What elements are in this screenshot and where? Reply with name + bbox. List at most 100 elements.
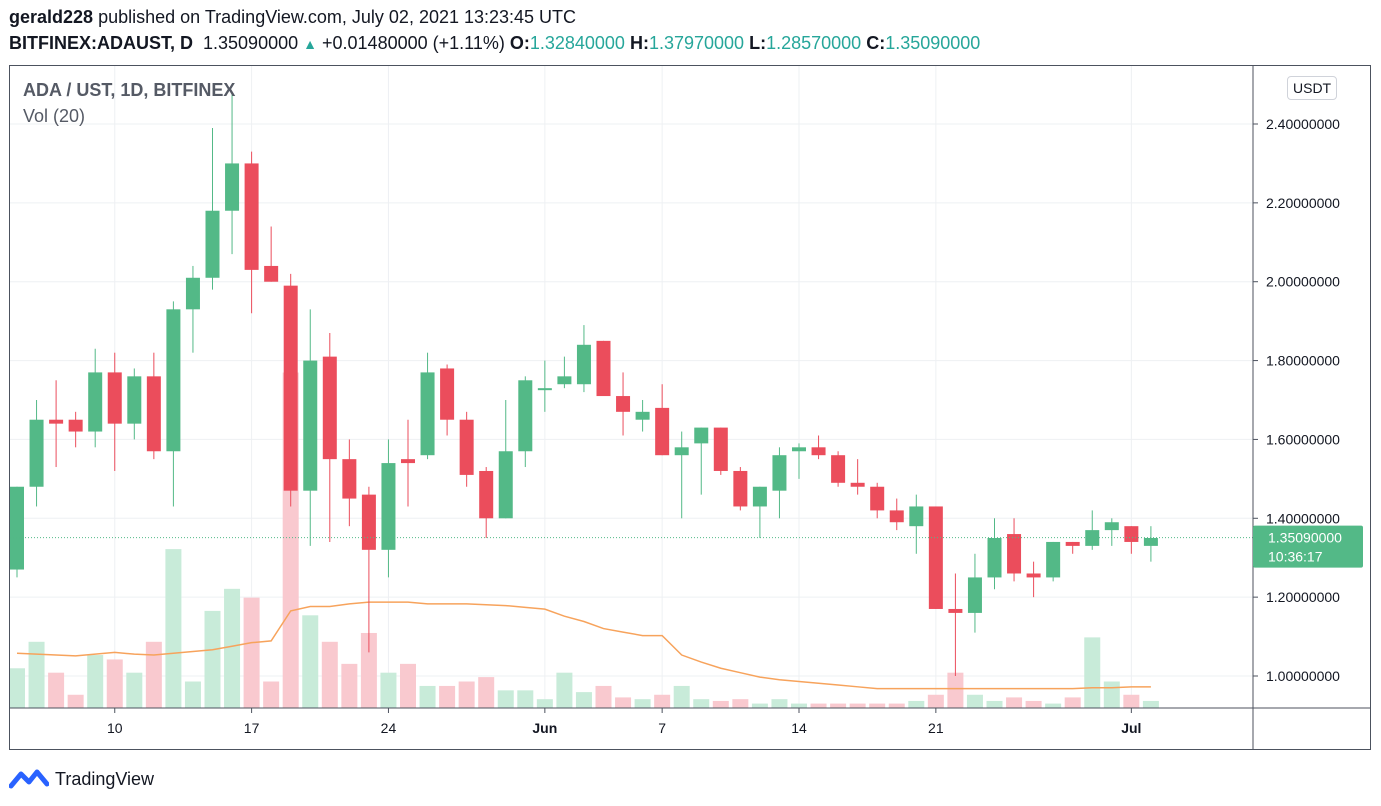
volume-bar	[478, 677, 495, 708]
candle-down	[870, 486, 885, 511]
x-tick-label: Jul	[1121, 720, 1141, 736]
y-tick-label: 1.00000000	[1266, 668, 1340, 684]
candle-up	[987, 538, 1002, 578]
close-label: C:	[866, 33, 886, 53]
high-label: H:	[629, 33, 649, 53]
candle-up	[694, 427, 709, 444]
volume-bar	[673, 685, 690, 708]
volume-bars	[10, 372, 1159, 708]
candle-up	[420, 372, 435, 456]
tradingview-footer[interactable]: TradingView	[9, 766, 154, 792]
volume-bar	[224, 588, 241, 708]
y-tick-label: 1.60000000	[1266, 431, 1340, 447]
volume-bar	[341, 663, 358, 708]
candle-up	[1046, 541, 1061, 578]
volume-bar	[791, 703, 807, 708]
candles[interactable]	[10, 92, 1158, 676]
candle-down	[49, 419, 64, 424]
y-tick-label: 2.20000000	[1266, 195, 1340, 211]
volume-bar	[908, 700, 925, 708]
volume-bar	[497, 690, 514, 708]
publish-info: gerald228 published on TradingView.com, …	[9, 7, 576, 28]
currency-unit-button[interactable]: USDT	[1287, 76, 1338, 100]
candle-down	[948, 608, 963, 613]
x-tick-label: 21	[928, 720, 944, 736]
open-label: O:	[509, 33, 530, 53]
author-name[interactable]: gerald228	[9, 7, 94, 27]
candle-down	[831, 455, 846, 483]
volume-bar	[204, 610, 221, 708]
candle-up	[674, 447, 689, 456]
volume-bar	[830, 703, 847, 708]
tradingview-brand: TradingView	[55, 768, 155, 789]
candle-down	[68, 419, 83, 432]
candle-up	[166, 309, 181, 452]
candle-down	[616, 396, 631, 412]
tradingview-logo-icon	[9, 769, 49, 789]
volume-bar	[1084, 637, 1101, 708]
volume-bar	[849, 703, 866, 708]
volume-bar	[263, 681, 280, 708]
candle-up	[792, 447, 806, 452]
up-arrow-icon: ▲	[303, 36, 317, 52]
candle-down	[713, 427, 728, 471]
volume-bar	[986, 700, 1003, 708]
candle-up	[909, 506, 924, 527]
volume-bar	[966, 694, 983, 708]
candle-down	[1065, 541, 1080, 546]
candle-up	[381, 463, 396, 550]
candle-up	[752, 486, 767, 507]
volume-bar	[693, 699, 710, 708]
price-chart[interactable]: 1.00000000 1.20000000 1.40000000 1.60000000…	[10, 66, 1370, 749]
x-tick-label: 14	[791, 720, 807, 736]
volume-bar	[927, 694, 944, 708]
candle-up	[205, 210, 220, 278]
candle-up	[1104, 522, 1119, 531]
candle-up	[185, 277, 200, 310]
candle-down	[1124, 526, 1139, 542]
candle-down	[264, 265, 279, 282]
candle-down	[655, 407, 670, 456]
volume-bar	[302, 615, 319, 708]
chart-frame[interactable]: 1.00000000 1.20000000 1.40000000 1.60000000…	[9, 65, 1371, 750]
volume-bar	[458, 681, 475, 708]
volume-bar	[575, 692, 592, 708]
candle-down	[361, 494, 376, 550]
candle-up	[967, 577, 982, 613]
x-tick-label: 7	[658, 720, 666, 736]
y-tick-label: 2.00000000	[1266, 274, 1340, 290]
volume-legend[interactable]: Vol (20)	[23, 106, 86, 126]
open-value: 1.32840000	[529, 33, 625, 53]
high-value: 1.37970000	[648, 33, 745, 53]
candle-down	[146, 376, 161, 452]
price-change: +0.01480000 (+1.11%)	[322, 33, 505, 53]
candle-down	[440, 368, 455, 420]
candle-down	[928, 506, 943, 609]
candle-up	[498, 451, 513, 519]
candle-down	[479, 470, 494, 519]
candle-up	[1143, 538, 1158, 546]
volume-bar	[67, 694, 84, 708]
volume-bar	[87, 655, 104, 708]
candle-down	[244, 163, 259, 270]
volume-bar	[634, 699, 651, 708]
candle-up	[518, 380, 533, 452]
x-axis-ticks: 10 17 24 Jun 7 14 21 Jul	[107, 708, 1141, 736]
volume-bar	[556, 672, 573, 708]
candle-up	[303, 360, 318, 491]
x-tick-label: 10	[107, 720, 123, 736]
volume-bar	[595, 685, 612, 708]
volume-bar	[243, 597, 260, 708]
volume-ma-line	[16, 601, 1151, 690]
volume-bar	[1025, 700, 1042, 708]
y-tick-label: 1.40000000	[1266, 510, 1340, 526]
candle-down	[107, 372, 122, 424]
volume-bar	[400, 663, 416, 708]
candle-up	[537, 388, 552, 391]
volume-bar	[732, 699, 749, 708]
candle-down	[889, 510, 904, 523]
candle-up	[10, 486, 24, 570]
volume-bar	[615, 697, 632, 708]
chart-legend-title[interactable]: ADA / UST, 1D, BITFINEX	[23, 80, 236, 100]
y-axis-ticks: 1.00000000 1.20000000 1.40000000 1.60000000…	[1253, 116, 1340, 684]
